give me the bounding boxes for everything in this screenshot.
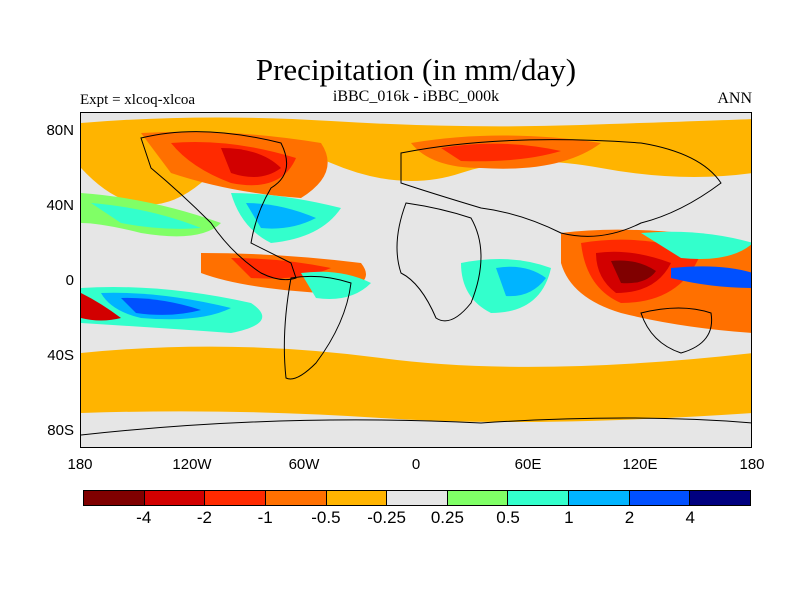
wpac-blue xyxy=(671,266,751,288)
colorbar-swatch xyxy=(387,491,448,505)
colorbar-label: 0.5 xyxy=(496,508,520,527)
eurasia-outline xyxy=(400,139,722,237)
y-tick-label: 40S xyxy=(47,347,74,364)
colorbar-label: 1 xyxy=(564,508,574,527)
na-darkred-region xyxy=(221,148,281,177)
x-tick-label: 0 xyxy=(411,456,421,473)
y-tick-label: 80N xyxy=(46,122,74,139)
atlantic-blue xyxy=(246,203,316,229)
north-america-outline xyxy=(140,131,297,281)
x-tick-label: 120E xyxy=(622,456,658,473)
antarctic-field xyxy=(81,411,751,447)
map-svg xyxy=(81,113,751,447)
colorbar-swatch xyxy=(629,491,691,505)
colorbar-swatch xyxy=(508,491,570,505)
colorbar-label: -1 xyxy=(257,508,273,527)
south-america-outline xyxy=(283,275,352,380)
y-tick-label: 0 xyxy=(65,272,74,289)
io-blue xyxy=(496,266,546,297)
colorbar-swatch xyxy=(84,491,145,505)
africa-outline xyxy=(396,202,482,322)
subtitle: iBBC_016k - iBBC_000k xyxy=(332,88,500,105)
colorbar-swatch xyxy=(265,491,327,505)
australia-outline xyxy=(640,307,713,354)
colorbar-label: -4 xyxy=(136,508,152,527)
colorbar-swatch xyxy=(447,491,509,505)
precipitation-map xyxy=(80,112,752,448)
wpac-cyan xyxy=(641,231,751,259)
samerica-cyan xyxy=(301,271,371,299)
colorbar-label: -2 xyxy=(196,508,213,527)
x-tick-label: 60E xyxy=(514,456,542,473)
season-label: ANN xyxy=(717,90,752,107)
colorbar-swatch xyxy=(205,491,266,505)
colorbar-label: 4 xyxy=(685,508,695,527)
x-tick-label: 60W xyxy=(288,456,320,473)
colorbar-swatch xyxy=(569,491,630,505)
x-tick-label: 120W xyxy=(172,456,212,473)
colorbar-label: 2 xyxy=(624,508,635,527)
spac-red xyxy=(81,293,121,321)
colorbar-swatch xyxy=(144,491,206,505)
eurasia-red-region xyxy=(441,143,561,162)
antarctica-outline xyxy=(81,417,751,436)
x-tick-label: 180 xyxy=(67,456,93,473)
colorbar-swatch xyxy=(326,491,388,505)
experiment-label: Expt = xlcoq-xlcoa xyxy=(80,92,196,108)
colorbar xyxy=(83,490,751,506)
colorbar-label: -0.25 xyxy=(367,508,406,527)
spac-blue xyxy=(121,297,201,315)
npac-cyan-band xyxy=(91,203,201,229)
colorbar-swatch xyxy=(690,491,751,505)
x-tick-label: 180 xyxy=(739,456,765,473)
y-tick-label: 80S xyxy=(47,422,74,439)
colorbar-label: 0.25 xyxy=(430,508,464,527)
y-tick-label: 40N xyxy=(46,197,74,214)
page-title: Precipitation (in mm/day) xyxy=(255,52,577,87)
mc-maroon xyxy=(611,260,656,284)
colorbar-label: -0.5 xyxy=(311,508,341,527)
coastlines xyxy=(81,131,751,436)
